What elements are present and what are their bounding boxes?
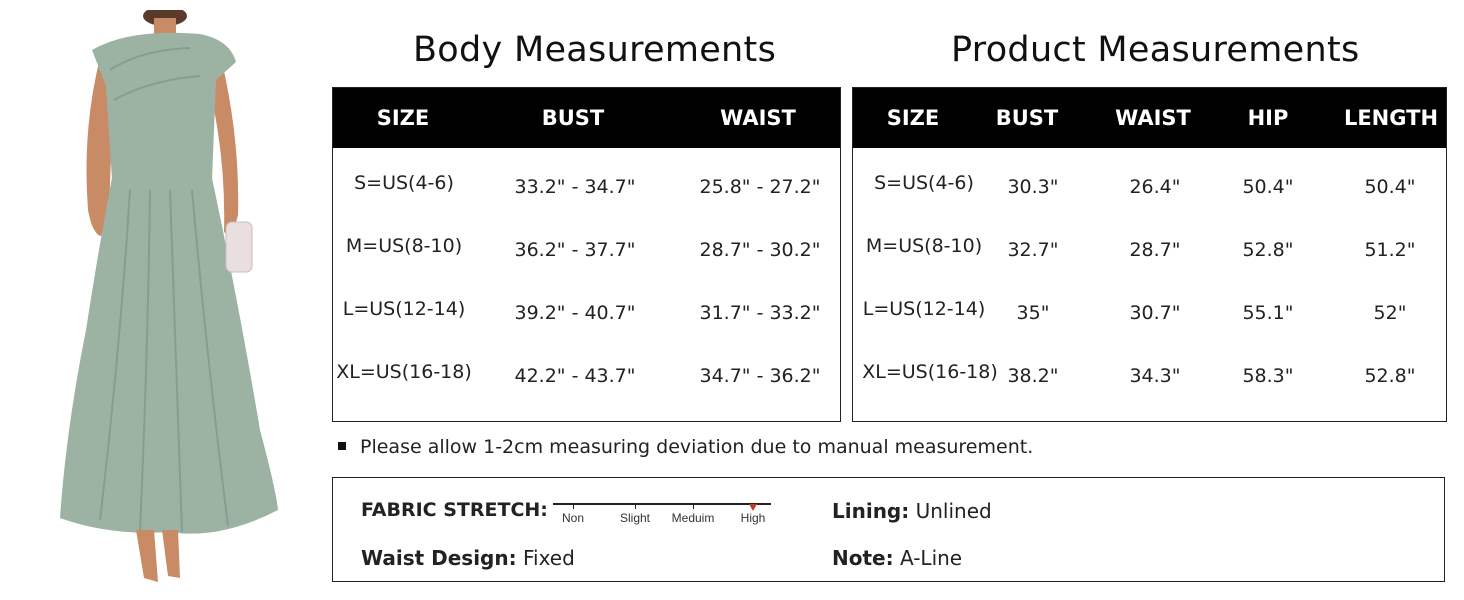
table-cell: 58.3": [1242, 365, 1294, 387]
header-bust: BUST: [995, 106, 1059, 130]
table-cell: 52.8": [1242, 239, 1294, 261]
stretch-tick: [573, 503, 574, 509]
table-header: SIZE BUST WAIST HIP LENGTH: [853, 88, 1446, 148]
table-cell: 28.7": [1129, 239, 1181, 261]
model-image: [60, 10, 278, 582]
square-bullet-icon: [338, 441, 346, 450]
measurement-note: Please allow 1-2cm measuring deviation d…: [338, 436, 1033, 458]
foot-shape: [162, 530, 180, 578]
stretch-scale-line: [553, 503, 771, 505]
body-measurements-table: SIZE BUST WAIST S=US(4-6) 33.2" - 34.7" …: [332, 87, 841, 422]
lining-label: Lining:: [832, 499, 910, 523]
lining-info: Lining: Unlined: [832, 499, 992, 523]
header-hip: HIP: [1247, 106, 1289, 130]
product-measurements-title: Product Measurements: [951, 30, 1360, 70]
table-cell: 32.7": [1007, 239, 1059, 261]
stretch-level-label: Non: [561, 511, 585, 525]
table-cell: XL=US(16-18): [336, 361, 472, 383]
drape-line: [109, 47, 191, 71]
pleat-line: [191, 189, 229, 527]
table-cell: 42.2" - 43.7": [514, 365, 636, 387]
table-cell: 52.8": [1364, 365, 1416, 387]
note-value: A-Line: [899, 546, 963, 570]
waist-design-value: Fixed: [522, 546, 575, 570]
header-size: SIZE: [886, 106, 940, 130]
header-size: SIZE: [376, 106, 430, 130]
table-cell: 31.7" - 33.2": [699, 302, 821, 324]
table-cell: 50.4": [1364, 176, 1416, 198]
table-cell: 33.2" - 34.7": [514, 176, 636, 198]
table-cell: 50.4": [1242, 176, 1294, 198]
product-measurements-table: SIZE BUST WAIST HIP LENGTH S=US(4-6) 30.…: [852, 87, 1447, 422]
table-cell: M=US(8-10): [345, 235, 463, 257]
pleat-line: [169, 189, 183, 533]
table-cell: 39.2" - 40.7": [514, 302, 636, 324]
table-cell: 26.4": [1129, 176, 1181, 198]
table-cell: 51.2": [1364, 239, 1416, 261]
table-cell: 34.7" - 36.2": [699, 365, 821, 387]
dress-skirt-shape: [60, 178, 278, 534]
header-bust: BUST: [541, 106, 605, 130]
table-cell: 52": [1373, 302, 1407, 324]
table-cell: M=US(8-10): [865, 235, 983, 257]
stretch-tick: [693, 503, 694, 509]
table-cell: 28.7" - 30.2": [699, 239, 821, 261]
table-cell: 30.7": [1129, 302, 1181, 324]
note-info: Note: A-Line: [832, 546, 962, 570]
table-cell: 30.3": [1007, 176, 1059, 198]
table-cell: 38.2": [1007, 365, 1059, 387]
clutch-shape: [225, 221, 253, 273]
header-waist: WAIST: [720, 106, 796, 130]
table-cell: L=US(12-14): [862, 298, 986, 320]
table-cell: S=US(4-6): [354, 172, 454, 194]
pleat-line: [139, 189, 151, 531]
waist-design-info: Waist Design: Fixed: [361, 546, 575, 570]
lining-value: Unlined: [915, 499, 992, 523]
table-header: SIZE BUST WAIST: [333, 88, 840, 148]
header-length: LENGTH: [1343, 106, 1439, 130]
pleat-line: [99, 189, 131, 521]
body-measurements-title: Body Measurements: [413, 30, 777, 70]
fabric-stretch-label: FABRIC STRETCH:: [361, 499, 548, 521]
note-label: Note:: [832, 546, 894, 570]
table-cell: 34.3": [1129, 365, 1181, 387]
table-cell: XL=US(16-18): [862, 361, 998, 383]
fabric-info-box: FABRIC STRETCH: Non Slight Meduim High L…: [332, 477, 1445, 582]
right-arm-shape: [210, 62, 239, 238]
table-cell: 36.2" - 37.7": [514, 239, 636, 261]
stretch-level-label: High: [740, 511, 766, 525]
stretch-marker-icon: [749, 504, 757, 511]
table-cell: 25.8" - 27.2": [699, 176, 821, 198]
stretch-level-label: Slight: [619, 511, 651, 525]
table-cell: L=US(12-14): [342, 298, 466, 320]
foot-shape: [136, 530, 158, 582]
dress-bodice-shape: [92, 32, 236, 180]
note-text: Please allow 1-2cm measuring deviation d…: [360, 436, 1034, 458]
header-waist: WAIST: [1115, 106, 1191, 130]
table-cell: S=US(4-6): [874, 172, 974, 194]
table-cell: 35": [1016, 302, 1050, 324]
stretch-level-label: Meduim: [671, 511, 715, 525]
drape-line: [113, 75, 201, 101]
table-cell: 55.1": [1242, 302, 1294, 324]
stretch-tick: [635, 503, 636, 509]
waist-design-label: Waist Design:: [361, 546, 517, 570]
